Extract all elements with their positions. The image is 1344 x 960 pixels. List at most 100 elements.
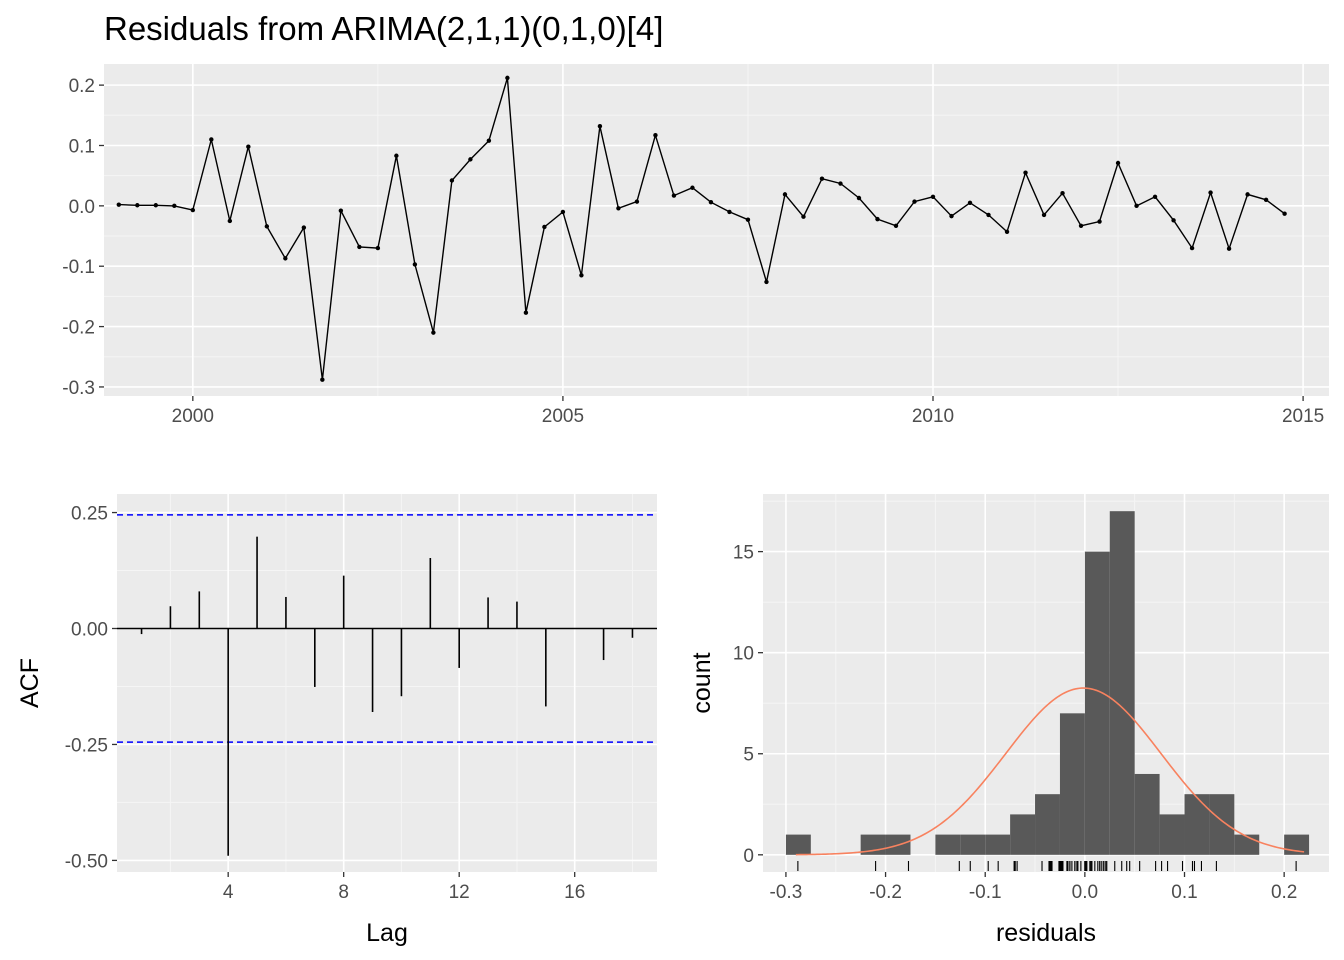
residual-point [449, 178, 455, 183]
residual-point [375, 245, 381, 251]
acf-x-tick-label: 16 [564, 882, 585, 903]
residual-point [1189, 245, 1195, 251]
residual-point [301, 225, 307, 230]
timeseries-y-tick-label: -0.1 [62, 257, 95, 278]
residual-point [320, 377, 325, 382]
residual-point [1115, 160, 1121, 166]
histogram-bar [1109, 511, 1135, 855]
residual-series-line [118, 77, 1286, 380]
residual-point [116, 202, 122, 207]
residual-point [1263, 197, 1269, 203]
residual-point [283, 256, 288, 261]
residual-point [597, 123, 603, 129]
residual-point [153, 203, 159, 208]
histogram-bar [1184, 794, 1210, 855]
histogram-bar [1159, 814, 1185, 855]
histogram-x-axis-label: residuals [996, 919, 1096, 947]
histogram-bar [935, 834, 961, 855]
residual-point [634, 199, 640, 204]
histogram-x-tick-label: 0.1 [1171, 882, 1197, 903]
residual-point [264, 224, 270, 229]
residual-point [930, 194, 936, 199]
residual-point [1060, 190, 1065, 196]
histogram-y-axis-label: count [688, 652, 716, 713]
histogram-bar [1084, 551, 1110, 855]
acf-panel-background [117, 494, 657, 872]
histogram-y-tick-label: 10 [733, 644, 754, 665]
histogram-x-tick-label: -0.1 [969, 882, 1002, 903]
histogram-bar [1035, 794, 1060, 855]
histogram-x-tick-label: -0.2 [869, 882, 902, 903]
acf-y-tick-label: 0.25 [71, 504, 108, 525]
acf-x-tick-label: 12 [449, 882, 470, 903]
residual-point [1023, 170, 1028, 175]
residual-point [394, 153, 399, 158]
histogram-bar [1209, 794, 1235, 855]
residual-point [782, 192, 788, 197]
residual-point [542, 224, 547, 230]
histogram-bar [785, 834, 811, 855]
acf-y-tick-label: 0.00 [71, 620, 108, 641]
acf-y-axis-label: ACF [16, 658, 44, 708]
residual-point [523, 310, 529, 315]
histogram-bar [1234, 834, 1260, 855]
timeseries-y-tick-label: -0.2 [62, 318, 95, 339]
residual-point [1134, 203, 1139, 209]
residual-point [819, 176, 825, 181]
residual-point [893, 223, 899, 228]
residual-point [1282, 211, 1287, 216]
chart-title: Residuals from ARIMA(2,1,1)(0,1,0)[4] [104, 10, 664, 47]
histogram-bar [1059, 713, 1085, 855]
residual-point [505, 75, 510, 81]
normal-density-curve [795, 687, 1305, 856]
histogram-y-tick-label: 15 [733, 543, 754, 564]
residual-point [856, 195, 862, 201]
residual-point [357, 244, 362, 250]
timeseries-x-tick-label: 2000 [172, 406, 214, 427]
residual-point [135, 203, 140, 208]
residual-point [875, 216, 880, 222]
residual-point [1226, 246, 1232, 251]
timeseries-x-tick-label: 2015 [1282, 406, 1324, 427]
histogram-x-tick-label: 0.0 [1072, 882, 1098, 903]
residual-point [412, 262, 418, 267]
histogram-y-tick-label: 0 [743, 846, 754, 867]
residual-point [579, 273, 584, 278]
residual-point [1245, 192, 1250, 197]
residual-point [227, 218, 233, 224]
histogram-y-tick-label: 5 [743, 745, 754, 766]
residual-point [1004, 229, 1010, 235]
acf-x-tick-label: 4 [223, 882, 234, 903]
residual-point [671, 193, 677, 198]
residual-point [690, 185, 695, 190]
residual-point [727, 209, 732, 215]
residual-point [986, 212, 991, 218]
histogram-x-tick-label: 0.2 [1271, 882, 1297, 903]
residual-point [949, 213, 954, 219]
residual-point [431, 330, 436, 335]
residual-point [486, 138, 492, 143]
residual-point [912, 199, 917, 204]
acf-y-tick-label: -0.50 [65, 851, 108, 872]
acf-x-axis-label: Lag [366, 919, 408, 947]
timeseries-y-tick-label: 0.0 [69, 197, 95, 218]
histogram-bar [1284, 834, 1310, 855]
residual-point [801, 214, 806, 219]
timeseries-y-tick-label: -0.3 [62, 378, 95, 399]
residual-point [560, 209, 566, 215]
residual-point [338, 208, 344, 213]
residual-point [616, 206, 621, 211]
residual-point [1171, 218, 1176, 223]
residual-point [1097, 219, 1102, 224]
timeseries-x-tick-label: 2005 [542, 406, 584, 427]
histogram-bar [985, 834, 1011, 855]
residual-point [1152, 194, 1158, 199]
residual-point [1208, 190, 1213, 195]
acf-y-tick-label: -0.25 [65, 735, 108, 756]
residual-point [653, 133, 658, 138]
histogram-x-tick-label: -0.3 [770, 882, 803, 903]
residual-point [246, 144, 251, 149]
residual-point [838, 181, 843, 186]
timeseries-y-tick-label: 0.2 [69, 76, 95, 97]
